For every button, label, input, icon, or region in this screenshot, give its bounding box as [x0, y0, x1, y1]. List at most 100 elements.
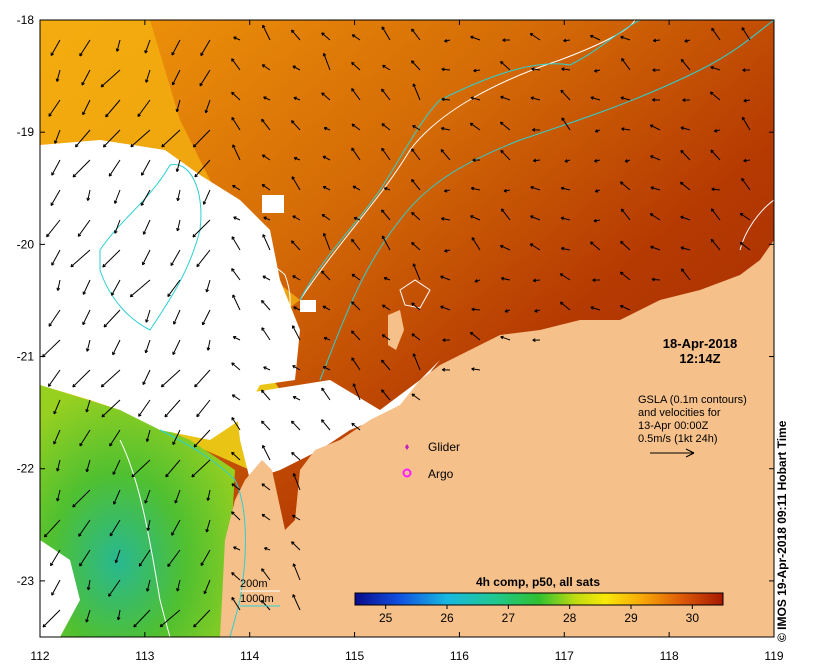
velocity-arrow-head — [470, 96, 474, 100]
velocity-arrow-head — [172, 321, 177, 325]
velocity-arrow — [529, 33, 541, 41]
velocity-arrow — [441, 98, 451, 101]
velocity-arrow — [323, 337, 331, 341]
velocity-arrow — [50, 189, 61, 206]
velocity-arrow-head — [112, 471, 116, 475]
velocity-arrow — [50, 549, 61, 567]
velocity-arrow-head — [48, 113, 52, 117]
velocity-arrow-head — [743, 98, 747, 103]
velocity-arrow-head — [322, 52, 327, 57]
velocity-arrow-head — [533, 158, 537, 163]
cloud-patch — [300, 300, 316, 312]
velocity-arrow — [381, 26, 391, 41]
velocity-arrow-head — [441, 367, 446, 372]
velocity-arrow — [100, 69, 121, 88]
velocity-arrow-head — [650, 186, 654, 190]
velocity-arrow-head — [680, 268, 685, 272]
velocity-arrow — [710, 66, 721, 71]
velocity-arrow-head — [710, 149, 714, 154]
velocity-arrow-head — [263, 547, 268, 551]
velocity-arrow-head — [108, 173, 113, 177]
velocity-arrow-head — [620, 240, 624, 245]
velocity-arrow — [383, 277, 391, 281]
velocity-arrow-head — [710, 238, 715, 243]
velocity-arrow — [146, 429, 151, 442]
velocity-arrow — [500, 150, 511, 161]
velocity-arrow-head — [171, 532, 175, 536]
velocity-arrow — [291, 452, 301, 461]
velocity-arrow-head — [51, 262, 55, 266]
velocity-arrow — [144, 489, 151, 504]
velocity-arrow-head — [263, 96, 267, 100]
velocity-arrow — [711, 208, 721, 221]
velocity-arrow — [620, 97, 631, 101]
velocity-arrow — [381, 235, 391, 251]
velocity-arrow — [413, 353, 421, 371]
velocity-arrow-head — [594, 68, 598, 73]
velocity-arrow-head — [443, 188, 448, 193]
velocity-arrow — [563, 39, 571, 42]
velocity-arrow — [500, 96, 511, 101]
lat-tick-label: -20 — [17, 237, 35, 251]
velocity-arrow — [142, 369, 151, 385]
velocity-arrow-head — [502, 38, 506, 42]
velocity-arrow — [112, 459, 121, 475]
velocity-arrow — [291, 240, 301, 251]
velocity-arrow — [680, 216, 691, 221]
velocity-arrow — [561, 247, 571, 251]
velocity-arrow-head — [532, 338, 536, 343]
velocity-arrow — [500, 245, 511, 251]
velocity-arrow-head — [231, 268, 235, 272]
velocity-arrow-head — [589, 34, 594, 39]
velocity-arrow — [42, 339, 61, 358]
velocity-arrow-head — [469, 122, 474, 127]
velocity-arrow — [501, 208, 511, 221]
velocity-arrow — [231, 91, 241, 101]
velocity-arrow — [262, 234, 271, 251]
velocity-arrow — [292, 65, 301, 71]
velocity-arrow-head — [176, 197, 180, 202]
lon-tick-label: 118 — [660, 649, 679, 663]
velocity-arrow-head — [529, 32, 534, 37]
velocity-arrow — [137, 99, 151, 117]
velocity-arrow — [172, 69, 181, 86]
velocity-arrow-head — [322, 232, 327, 237]
velocity-arrow-head — [86, 586, 91, 591]
velocity-arrow — [621, 128, 631, 131]
velocity-arrow — [177, 189, 181, 201]
velocity-arrow — [231, 597, 241, 611]
velocity-arrow-head — [351, 88, 355, 92]
velocity-arrow-head — [594, 189, 599, 193]
velocity-arrow — [231, 58, 241, 71]
velocity-arrow — [323, 53, 331, 71]
velocity-arrow-head — [85, 409, 89, 413]
velocity-arrow-head — [650, 155, 654, 159]
velocity-arrow-head — [500, 208, 505, 212]
velocity-arrow — [261, 184, 271, 191]
velocity-arrow — [262, 275, 271, 281]
velocity-arrow-head — [113, 200, 118, 204]
velocity-arrow — [262, 445, 271, 461]
velocity-arrow — [710, 239, 721, 251]
velocity-arrow-head — [291, 325, 296, 329]
velocity-arrow-head — [321, 387, 325, 392]
velocity-arrows — [41, 24, 751, 628]
velocity-arrow — [501, 277, 511, 281]
velocity-arrow-head — [560, 246, 565, 251]
velocity-arrow — [173, 309, 181, 325]
velocity-arrow-head — [261, 154, 266, 158]
velocity-arrow-head — [199, 82, 203, 87]
velocity-arrow — [471, 368, 481, 371]
velocity-arrow — [48, 309, 61, 327]
velocity-arrow — [351, 273, 361, 281]
velocity-arrow-head — [115, 48, 120, 52]
velocity-arrow — [171, 39, 181, 56]
velocity-arrow — [262, 24, 271, 41]
velocity-arrow — [144, 39, 151, 54]
velocity-arrow — [109, 429, 121, 447]
colorbar-tick-label: 29 — [624, 611, 638, 625]
lat-tick-label: -19 — [17, 125, 35, 139]
velocity-arrow-head — [192, 233, 196, 238]
velocity-arrow — [470, 97, 481, 101]
velocity-arrow — [411, 212, 421, 221]
